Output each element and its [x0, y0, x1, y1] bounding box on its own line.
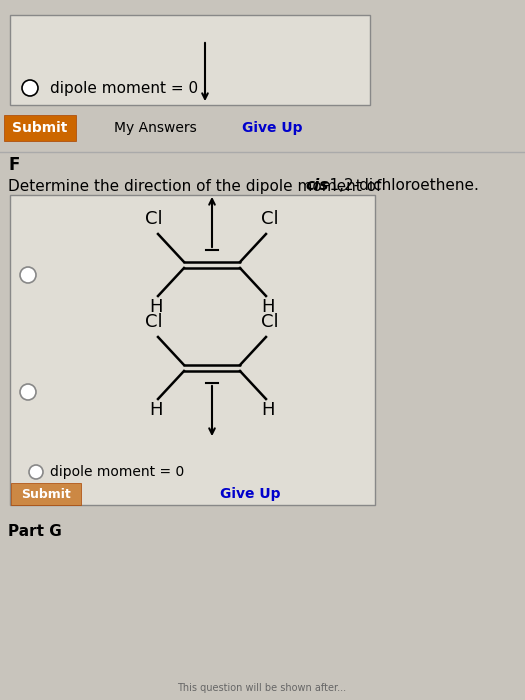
Text: cis: cis — [306, 178, 329, 193]
Circle shape — [29, 465, 43, 479]
Text: H: H — [261, 401, 275, 419]
Text: Give Up: Give Up — [220, 487, 280, 501]
Text: Cl: Cl — [261, 210, 279, 228]
Text: F: F — [8, 156, 19, 174]
Text: Determine the direction of the dipole moment of: Determine the direction of the dipole mo… — [8, 178, 386, 193]
Text: Cl: Cl — [145, 210, 163, 228]
FancyBboxPatch shape — [4, 115, 76, 141]
Text: H: H — [261, 298, 275, 316]
Text: Part G: Part G — [8, 524, 62, 540]
Text: Submit: Submit — [21, 487, 71, 500]
Text: Determine the direction of the dipole moment of cis-1,2-dichloroethene.: Determine the direction of the dipole mo… — [0, 699, 1, 700]
Text: Cl: Cl — [261, 313, 279, 331]
Text: Cl: Cl — [145, 313, 163, 331]
FancyBboxPatch shape — [11, 483, 81, 505]
FancyBboxPatch shape — [10, 15, 370, 105]
FancyBboxPatch shape — [10, 195, 375, 505]
Text: My Answers: My Answers — [113, 121, 196, 135]
Circle shape — [20, 384, 36, 400]
Text: H: H — [149, 401, 163, 419]
Text: Give Up: Give Up — [242, 121, 302, 135]
Text: -1,2-dichloroethene.: -1,2-dichloroethene. — [324, 178, 479, 193]
Text: dipole moment = 0: dipole moment = 0 — [50, 465, 184, 479]
Circle shape — [22, 80, 38, 96]
Text: dipole moment = 0: dipole moment = 0 — [50, 80, 198, 95]
Text: Submit: Submit — [12, 121, 68, 135]
Text: This question will be shown after...: This question will be shown after... — [177, 683, 346, 693]
Text: H: H — [149, 298, 163, 316]
Circle shape — [20, 267, 36, 283]
